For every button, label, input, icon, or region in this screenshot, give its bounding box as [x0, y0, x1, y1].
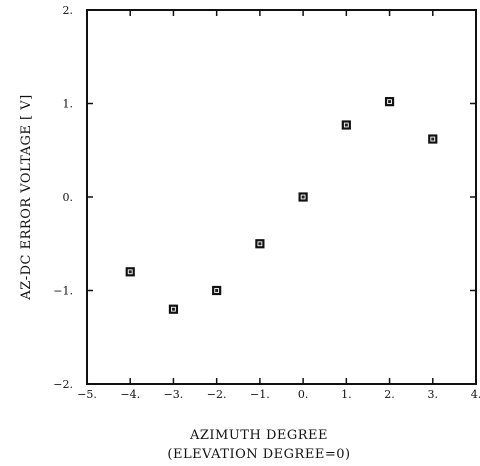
x-tick-label: 3. — [428, 388, 439, 401]
x-tick-label: −5. — [77, 388, 97, 401]
data-point-core — [301, 195, 305, 199]
y-tick-label: −2. — [53, 378, 73, 391]
y-tick-label: 1. — [63, 98, 74, 111]
data-point-core — [258, 242, 262, 246]
data-point-core — [128, 270, 132, 274]
x-tick-label: 4. — [471, 388, 480, 401]
plot-frame — [86, 9, 477, 385]
x-axis-title: AZIMUTH DEGREE — [189, 428, 328, 443]
y-tick-label: 2. — [63, 4, 74, 17]
data-point-core — [431, 137, 435, 141]
x-tick-label: −1. — [250, 388, 270, 401]
x-tick-labels: −5. −4. −3. −2. −1. 0. 1. 2. 3. 4. — [77, 388, 480, 401]
data-points — [125, 97, 438, 314]
x-tick-label: −2. — [207, 388, 227, 401]
y-tick-label: 0. — [63, 191, 74, 204]
y-tick-label: −1. — [53, 285, 73, 298]
data-point-core — [388, 100, 392, 104]
axis-ticks — [86, 9, 477, 385]
x-axis-subtitle: (ELEVATION DEGREE=0) — [167, 447, 350, 462]
x-tick-label: 2. — [384, 388, 395, 401]
x-tick-label: 1. — [341, 388, 352, 401]
data-point-core — [344, 123, 348, 127]
y-tick-labels: 2. 1. 0. −1. −2. — [53, 4, 73, 391]
y-axis-title: AZ-DC ERROR VOLTAGE [ V] — [19, 94, 34, 300]
x-tick-label: −4. — [120, 388, 140, 401]
x-tick-label: 0. — [298, 388, 309, 401]
data-point-core — [171, 307, 175, 311]
x-tick-label: −3. — [164, 388, 184, 401]
data-point-core — [215, 289, 219, 292]
